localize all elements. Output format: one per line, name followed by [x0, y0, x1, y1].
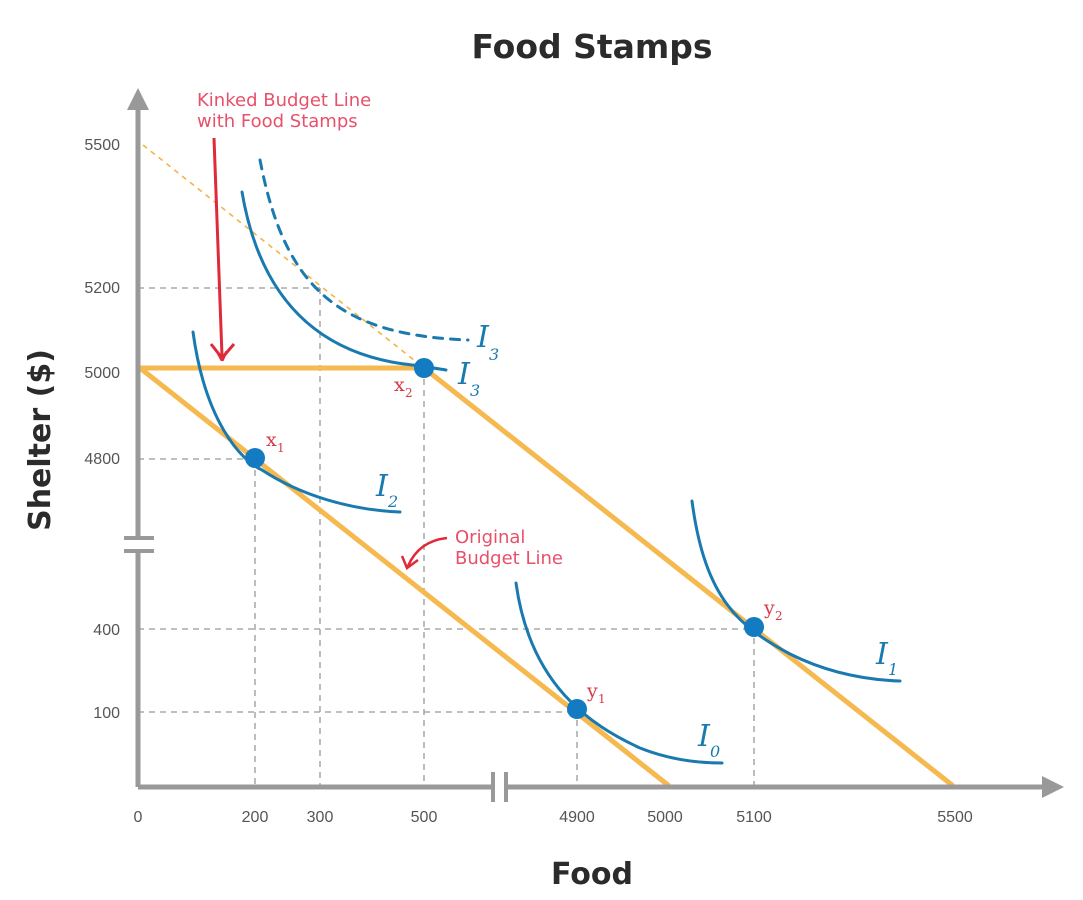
svg-text:I: I [375, 469, 389, 504]
x-axis-break [491, 772, 508, 802]
kinked-budget-line [137, 365, 955, 788]
point-x1 [245, 448, 265, 468]
original-annotation-line1: Original [455, 527, 525, 548]
point-label-y2: y 2 [763, 597, 783, 623]
indifference-curve-I1 [690, 499, 902, 683]
kinked-arrow-head-icon [209, 343, 236, 361]
svg-text:y: y [586, 680, 598, 702]
svg-text:3: 3 [489, 345, 499, 364]
svg-text:2: 2 [405, 386, 413, 400]
y-tick-400: 400 [93, 622, 120, 639]
svg-text:3: 3 [470, 381, 480, 400]
curve-label-I0: I 0 [697, 719, 720, 761]
x-tick-5000: 5000 [647, 809, 683, 826]
x-tick-500: 500 [411, 809, 438, 826]
chart-title: Food Stamps [471, 27, 712, 66]
y-axis-title: Shelter ($) [23, 349, 58, 531]
x-axis-title: Food [551, 857, 633, 892]
original-annotation-line2: Budget Line [455, 548, 563, 569]
grid-lines [138, 287, 755, 787]
x-tick-5100: 5100 [736, 809, 772, 826]
indifference-curve-I2 [191, 330, 402, 514]
indifference-curve-I0 [514, 581, 724, 765]
point-label-y1: y 1 [586, 680, 606, 706]
original-annotation-arrow-icon [406, 536, 448, 567]
svg-text:2: 2 [775, 609, 783, 623]
original-budget-line [137, 365, 671, 788]
svg-text:1: 1 [598, 692, 606, 706]
x-axis-arrow-icon [1042, 776, 1064, 798]
indifference-curve-I3 [240, 190, 448, 372]
x-tick-300: 300 [307, 809, 334, 826]
kinked-annotation-arrow-icon [212, 137, 222, 356]
kinked-annotation-line1: Kinked Budget Line [197, 90, 371, 111]
indifference-curve-I3-dashed [258, 158, 470, 342]
point-x2 [414, 358, 434, 378]
kinked-annotation-line2: with Food Stamps [197, 111, 358, 132]
budget-extension-dashed [142, 144, 425, 369]
svg-text:I: I [697, 719, 711, 754]
svg-text:2: 2 [387, 492, 398, 511]
svg-text:0: 0 [710, 742, 720, 761]
svg-text:x: x [394, 374, 405, 396]
x-tick-0: 0 [134, 809, 143, 826]
svg-text:I: I [875, 637, 889, 672]
y-axis-arrow-icon [127, 88, 149, 110]
point-label-x1: x 1 [266, 429, 285, 455]
original-arrow-head-icon [400, 555, 419, 570]
svg-text:x: x [266, 429, 277, 451]
point-label-x2: x 2 [394, 374, 413, 400]
svg-text:y: y [763, 597, 775, 619]
y-tick-5200: 5200 [84, 280, 120, 297]
svg-text:I: I [457, 357, 471, 392]
y-tick-100: 100 [93, 705, 120, 722]
y-axis-break [124, 536, 154, 553]
x-tick-4900: 4900 [559, 809, 595, 826]
x-tick-5500: 5500 [937, 809, 973, 826]
point-y1 [567, 699, 587, 719]
y-tick-4800: 4800 [84, 451, 120, 468]
svg-text:1: 1 [888, 660, 898, 679]
curve-label-I2: I 2 [375, 469, 398, 511]
curve-label-I3: I 3 [457, 357, 480, 400]
y-tick-5000: 5000 [84, 365, 120, 382]
curve-label-I3-dashed: I 3 [476, 320, 499, 364]
x-tick-200: 200 [242, 809, 269, 826]
svg-text:1: 1 [277, 441, 285, 455]
svg-text:I: I [476, 320, 490, 355]
point-y2 [744, 617, 764, 637]
y-tick-5500: 5500 [84, 137, 120, 154]
curve-label-I1: I 1 [875, 637, 898, 679]
